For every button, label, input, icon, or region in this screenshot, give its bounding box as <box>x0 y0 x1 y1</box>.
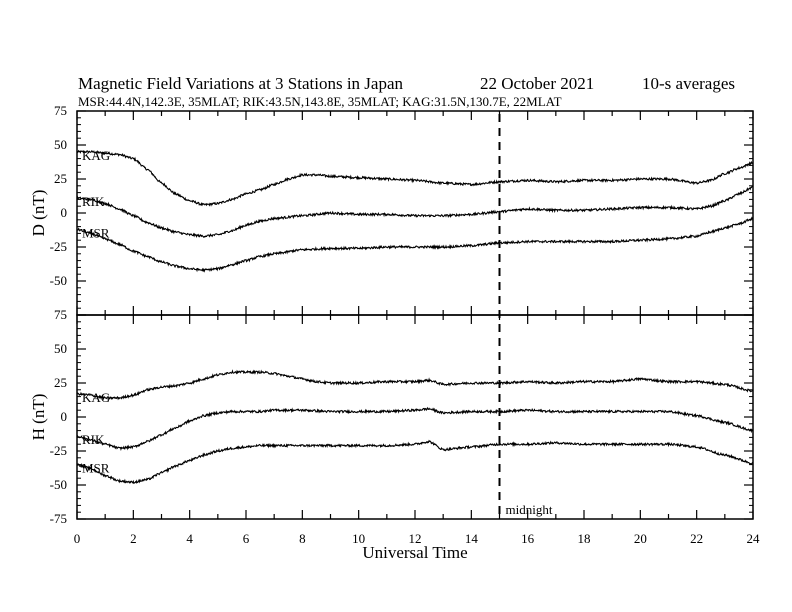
chart-title: Magnetic Field Variations at 3 Stations … <box>78 74 404 93</box>
series-label-kag-h: KAG <box>82 390 110 405</box>
x-axis: 0 2 4 6 8 10 12 14 16 18 20 22 24 <box>74 531 760 546</box>
x-tick-label: 22 <box>690 531 703 546</box>
panel-h-frame <box>76 314 754 520</box>
y-tick-label-d: 50 <box>54 137 67 152</box>
chart-date: 22 October 2021 <box>480 74 594 93</box>
x-tick-label: 4 <box>186 531 193 546</box>
midnight-marker-label: midnight <box>506 502 553 517</box>
series-line-rik-h <box>76 406 754 451</box>
y-tick-label-d: 25 <box>54 171 67 186</box>
x-tick-label: 0 <box>74 531 81 546</box>
series-label-rik-d: RIK <box>82 194 105 209</box>
series-label-kag-d: KAG <box>82 148 110 163</box>
x-tick-label: 10 <box>352 531 365 546</box>
panel-d-frame <box>76 110 754 316</box>
stations-info: MSR:44.4N,142.3E, 35MLAT; RIK:43.5N,143.… <box>78 94 562 109</box>
x-tick-label: 24 <box>747 531 761 546</box>
x-tick-label: 20 <box>634 531 647 546</box>
y-tick-label-d: 0 <box>61 205 68 220</box>
series-label-msr-d: MSR <box>82 225 110 240</box>
y-tick-label-d: 75 <box>54 103 67 118</box>
x-tick-label: 16 <box>521 531 535 546</box>
y-tick-label-h: 50 <box>54 341 67 356</box>
x-tick-label: 14 <box>465 531 479 546</box>
x-axis-label: Universal Time <box>362 543 467 562</box>
x-tick-label: 2 <box>130 531 137 546</box>
y-tick-label-h: -75 <box>50 511 67 526</box>
series-line-msr-d <box>76 216 754 273</box>
y-tick-label-h: -25 <box>50 443 67 458</box>
panel-d: 75 50 25 0 -25 -50 D (nT) KAG RIK MSR <box>29 103 754 316</box>
x-tick-label: 8 <box>299 531 306 546</box>
chart-averaging: 10-s averages <box>642 74 735 93</box>
x-tick-label: 12 <box>409 531 422 546</box>
y-tick-label-h: 0 <box>61 409 68 424</box>
series-label-msr-h: MSR <box>82 461 110 476</box>
y-tick-label-h: 75 <box>54 307 67 322</box>
y-tick-label-h: -50 <box>50 477 67 492</box>
x-tick-label: 18 <box>578 531 591 546</box>
series-line-rik-d <box>76 186 754 238</box>
y-tick-label-d: -50 <box>50 273 67 288</box>
panel-h: 75 50 25 0 -25 -50 -75 H (nT) KAG RIK MSR <box>29 307 754 526</box>
y-tick-label-d: -25 <box>50 239 67 254</box>
series-line-kag-d <box>76 149 754 207</box>
series-label-rik-h: RIK <box>82 432 105 447</box>
series-line-kag-h <box>76 369 754 401</box>
series-line-msr-h <box>76 439 754 485</box>
y-tick-label-h: 25 <box>54 375 67 390</box>
y-axis-label-d: D (nT) <box>29 190 48 237</box>
x-tick-label: 6 <box>243 531 250 546</box>
y-axis-label-h: H (nT) <box>29 394 48 441</box>
